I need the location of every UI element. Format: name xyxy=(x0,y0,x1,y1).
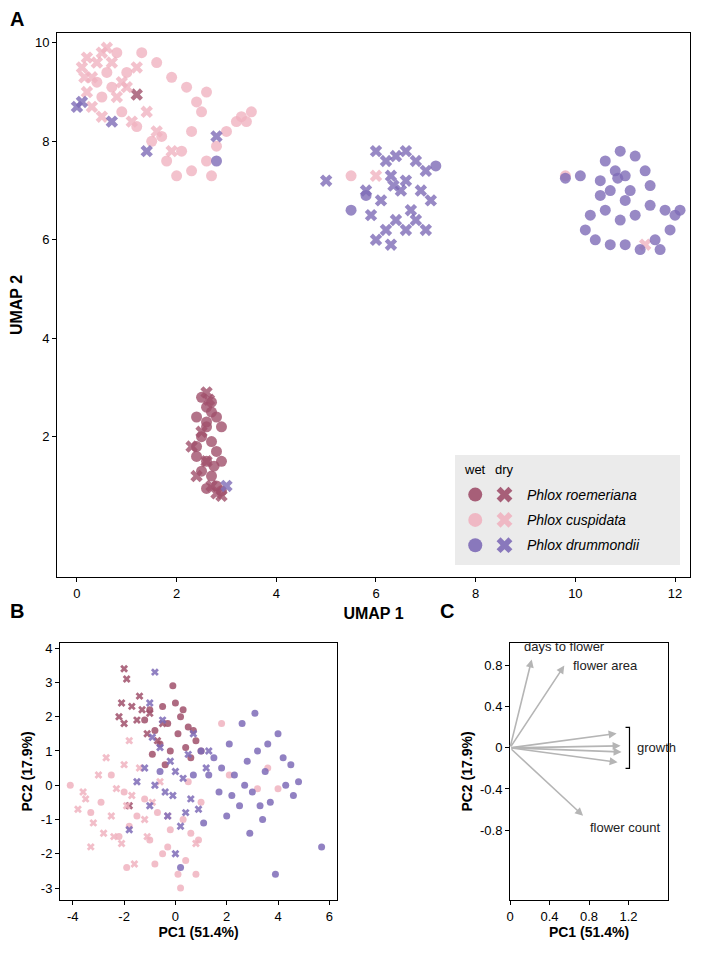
svg-text:6: 6 xyxy=(372,586,379,601)
svg-text:-0.8: -0.8 xyxy=(480,823,502,838)
svg-text:flower area: flower area xyxy=(573,658,638,673)
svg-text:growth: growth xyxy=(637,740,676,755)
svg-text:12: 12 xyxy=(668,586,682,601)
svg-text:2: 2 xyxy=(173,586,180,601)
svg-text:Phlox roemeriana: Phlox roemeriana xyxy=(527,487,637,503)
svg-text:10: 10 xyxy=(35,35,49,50)
svg-text:A: A xyxy=(10,8,24,30)
svg-text:4: 4 xyxy=(45,641,52,656)
svg-text:10: 10 xyxy=(568,586,582,601)
svg-text:PC2 (17.9%): PC2 (17.9%) xyxy=(459,731,475,811)
svg-text:-3: -3 xyxy=(41,881,53,896)
svg-text:Phlox cuspidata: Phlox cuspidata xyxy=(527,512,626,528)
svg-text:1: 1 xyxy=(45,743,52,758)
svg-text:flower count: flower count xyxy=(590,820,660,835)
svg-text:0: 0 xyxy=(172,909,179,924)
svg-text:B: B xyxy=(10,600,24,622)
svg-text:6: 6 xyxy=(326,909,333,924)
svg-text:0: 0 xyxy=(506,909,513,924)
svg-text:C: C xyxy=(440,600,454,622)
svg-text:-0.4: -0.4 xyxy=(480,782,502,797)
svg-text:-4: -4 xyxy=(67,909,79,924)
svg-text:6: 6 xyxy=(42,232,49,247)
svg-text:3: 3 xyxy=(45,675,52,690)
svg-text:wet: wet xyxy=(464,462,486,477)
svg-text:4: 4 xyxy=(273,586,280,601)
svg-text:UMAP 2: UMAP 2 xyxy=(8,275,25,335)
svg-text:-2: -2 xyxy=(41,846,53,861)
svg-text:UMAP 1: UMAP 1 xyxy=(343,605,403,622)
svg-text:0.4: 0.4 xyxy=(540,909,558,924)
svg-text:8: 8 xyxy=(472,586,479,601)
svg-text:2: 2 xyxy=(45,709,52,724)
svg-text:-1: -1 xyxy=(41,812,53,827)
svg-text:2: 2 xyxy=(42,429,49,444)
svg-text:PC1 (51.4%): PC1 (51.4%) xyxy=(158,924,238,940)
svg-text:0.8: 0.8 xyxy=(580,909,598,924)
svg-text:Phlox drummondii: Phlox drummondii xyxy=(527,537,640,553)
svg-text:PC1 (51.4%): PC1 (51.4%) xyxy=(549,924,629,940)
svg-text:0: 0 xyxy=(73,586,80,601)
svg-text:1.2: 1.2 xyxy=(619,909,637,924)
svg-text:PC2 (17.9%): PC2 (17.9%) xyxy=(19,731,35,811)
svg-text:2: 2 xyxy=(223,909,230,924)
svg-text:4: 4 xyxy=(42,331,49,346)
svg-text:dry: dry xyxy=(495,462,514,477)
svg-text:0: 0 xyxy=(45,778,52,793)
svg-text:8: 8 xyxy=(42,134,49,149)
svg-text:4: 4 xyxy=(274,909,281,924)
svg-text:-2: -2 xyxy=(118,909,130,924)
svg-text:0: 0 xyxy=(495,740,502,755)
svg-text:0.4: 0.4 xyxy=(484,699,502,714)
svg-text:0.8: 0.8 xyxy=(484,658,502,673)
svg-text:days to flower: days to flower xyxy=(524,639,605,654)
